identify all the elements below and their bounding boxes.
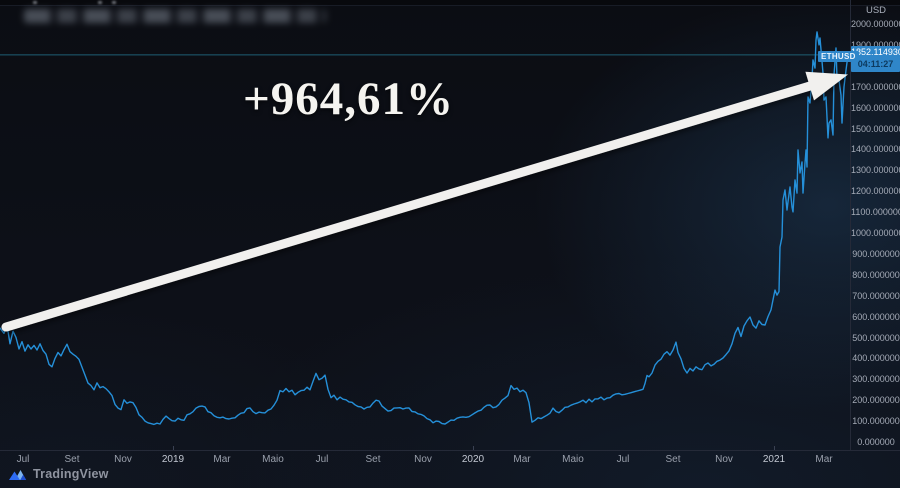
time-axis-month-tick: Jul xyxy=(16,454,30,465)
time-axis-month-tick: Set xyxy=(64,454,80,465)
price-axis-tick: 1000.000000 xyxy=(851,228,900,238)
price-axis-tick: 800.000000 xyxy=(852,269,900,280)
price-axis-tick: 200.000000 xyxy=(852,395,900,406)
price-axis-unit-label: USD xyxy=(865,5,887,16)
price-axis-tick: 300.000000 xyxy=(852,374,900,385)
price-axis-tick: 1100.000000 xyxy=(851,207,900,218)
time-axis-month-tick: Set xyxy=(365,454,381,465)
symbol-price-tag: ETHUSD xyxy=(818,51,859,63)
time-axis-month-tick: Maio xyxy=(562,454,584,465)
tradingview-logo[interactable]: TradingView xyxy=(9,467,109,481)
price-axis-tick: 1200.000000 xyxy=(851,186,900,197)
price-axis-tick: 0.000000 xyxy=(857,437,895,447)
time-axis-month-tick: Mar xyxy=(513,454,531,465)
price-axis-tick: 1400.000000 xyxy=(851,144,900,155)
price-axis-tick: 1600.000000 xyxy=(851,102,900,113)
price-axis-tick: 1300.000000 xyxy=(851,165,900,176)
last-price-label: 1852.114930 04:11:27 xyxy=(851,45,900,72)
year-tick-mark xyxy=(473,446,474,450)
price-axis-tick: 400.000000 xyxy=(852,353,900,364)
year-tick-mark xyxy=(173,446,174,450)
price-axis-tick: 600.000000 xyxy=(852,311,900,322)
time-axis-month-tick: Mar xyxy=(815,454,833,465)
price-axis-tick: 2000.000000 xyxy=(851,19,900,29)
time-axis[interactable]: Jul Set Nov 2019 Mar Maio Jul Set Nov 2020 Mar Maio… xyxy=(0,446,900,467)
price-axis-tick: 900.000000 xyxy=(852,248,900,259)
toolbar-fragment-icon xyxy=(98,1,102,4)
time-axis-month-tick: Nov xyxy=(715,454,733,465)
toolbar-fragment-icon xyxy=(112,1,116,4)
symbol-title-redacted xyxy=(24,9,326,23)
time-axis-month-tick: Set xyxy=(665,454,681,465)
price-line-series xyxy=(0,31,849,426)
price-axis-tick: 1900.000000 xyxy=(851,39,900,50)
trend-arrow[interactable] xyxy=(1,71,848,332)
top-toolbar-strip xyxy=(0,0,900,6)
time-axis-year-tick: 2019 xyxy=(161,454,185,465)
year-tick-mark xyxy=(774,446,775,450)
price-axis-tick: 700.000000 xyxy=(852,290,900,301)
time-axis-month-tick: Jul xyxy=(616,454,630,465)
price-axis-tick: 1500.000000 xyxy=(851,123,900,134)
time-axis-month-tick: Mar xyxy=(213,454,231,465)
time-axis-year-tick: 2021 xyxy=(762,454,786,465)
toolbar-fragment-icon xyxy=(33,1,37,4)
time-axis-year-tick: 2020 xyxy=(461,454,485,465)
time-axis-month-tick: Jul xyxy=(315,454,329,465)
tradingview-mountain-icon xyxy=(9,470,27,480)
price-axis-tick: 1700.000000 xyxy=(851,81,900,92)
bar-countdown: 04:11:27 xyxy=(857,58,894,69)
price-axis-tick: 100.000000 xyxy=(852,416,900,427)
time-axis-month-tick: Maio xyxy=(262,454,284,465)
price-axis[interactable]: USD 2000.0000001900.0000001800.000000170… xyxy=(850,0,900,450)
tradingview-wordmark: TradingView xyxy=(33,467,109,481)
percentage-annotation: +964,61% xyxy=(243,73,455,125)
last-price-value: 1852.114930 xyxy=(851,46,900,57)
time-axis-month-tick: Nov xyxy=(114,454,132,465)
time-axis-month-tick: Nov xyxy=(414,454,432,465)
price-axis-tick: 500.000000 xyxy=(852,332,900,343)
